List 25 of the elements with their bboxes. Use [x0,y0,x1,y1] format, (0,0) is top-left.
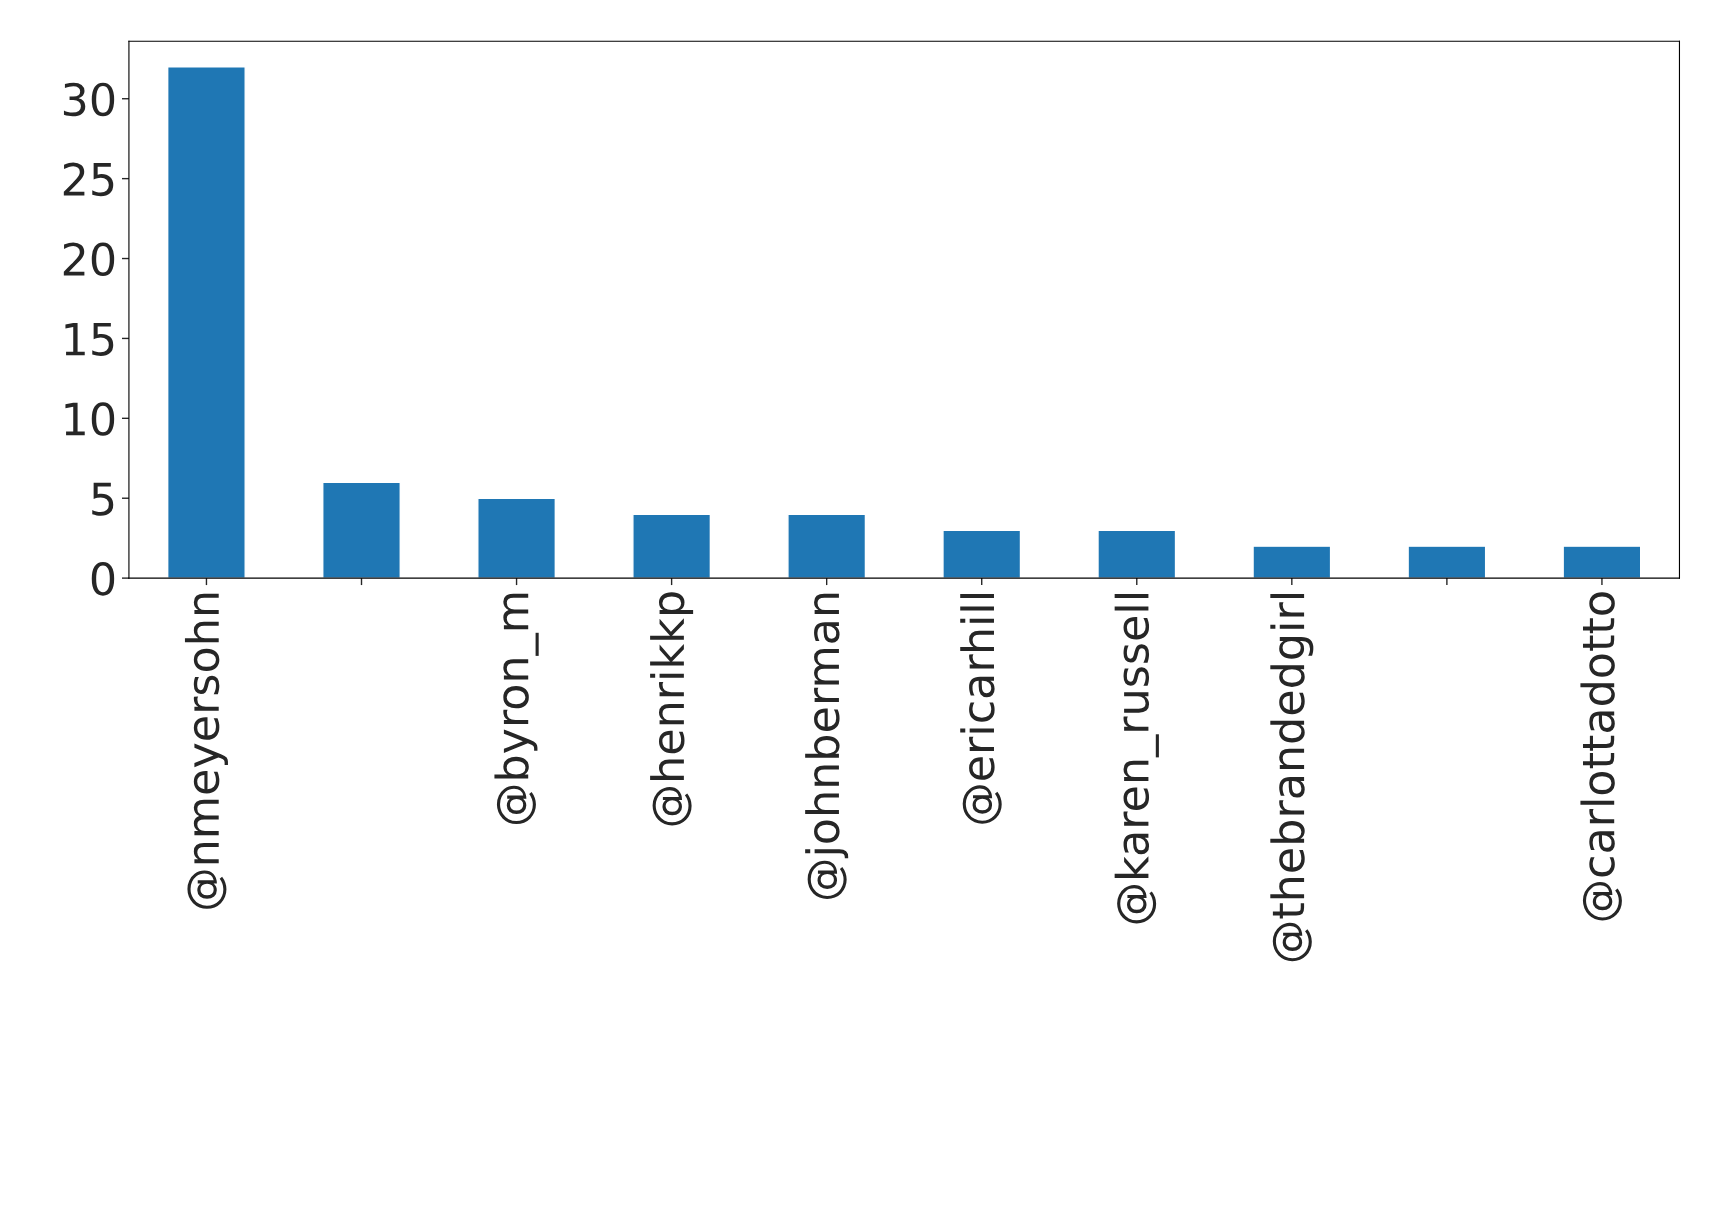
bar [787,513,867,579]
x-tick-label: @byron_m [494,593,539,825]
y-tick-label: 10 [65,402,115,436]
bar [1562,545,1642,579]
bar [322,481,401,579]
bar [1252,545,1332,579]
x-tick-label: @henrikkp [650,592,694,826]
x-tick-label: @carlottadotto [1580,592,1622,921]
y-tick-label: 20 [63,242,115,277]
bar [1407,545,1487,579]
y-tick-label: 0 [91,562,115,596]
x-tick-label: @nmeyersohn [184,593,228,909]
x-tick-label: @ericarhill [960,594,1002,824]
y-tick-label: 30 [63,82,115,117]
bar [632,513,712,579]
y-tick-label: 15 [65,322,114,356]
x-tick-label: @johnberman [805,593,849,900]
bar [477,497,557,579]
y-tick-label: 25 [63,162,114,197]
bar [1097,529,1177,579]
x-tick-label: @karen_russell [1114,594,1159,924]
x-tick-label: @thebrandedgirl [1270,594,1314,962]
bar [942,529,1022,579]
y-tick-label: 5 [92,482,114,516]
bar [166,66,246,579]
